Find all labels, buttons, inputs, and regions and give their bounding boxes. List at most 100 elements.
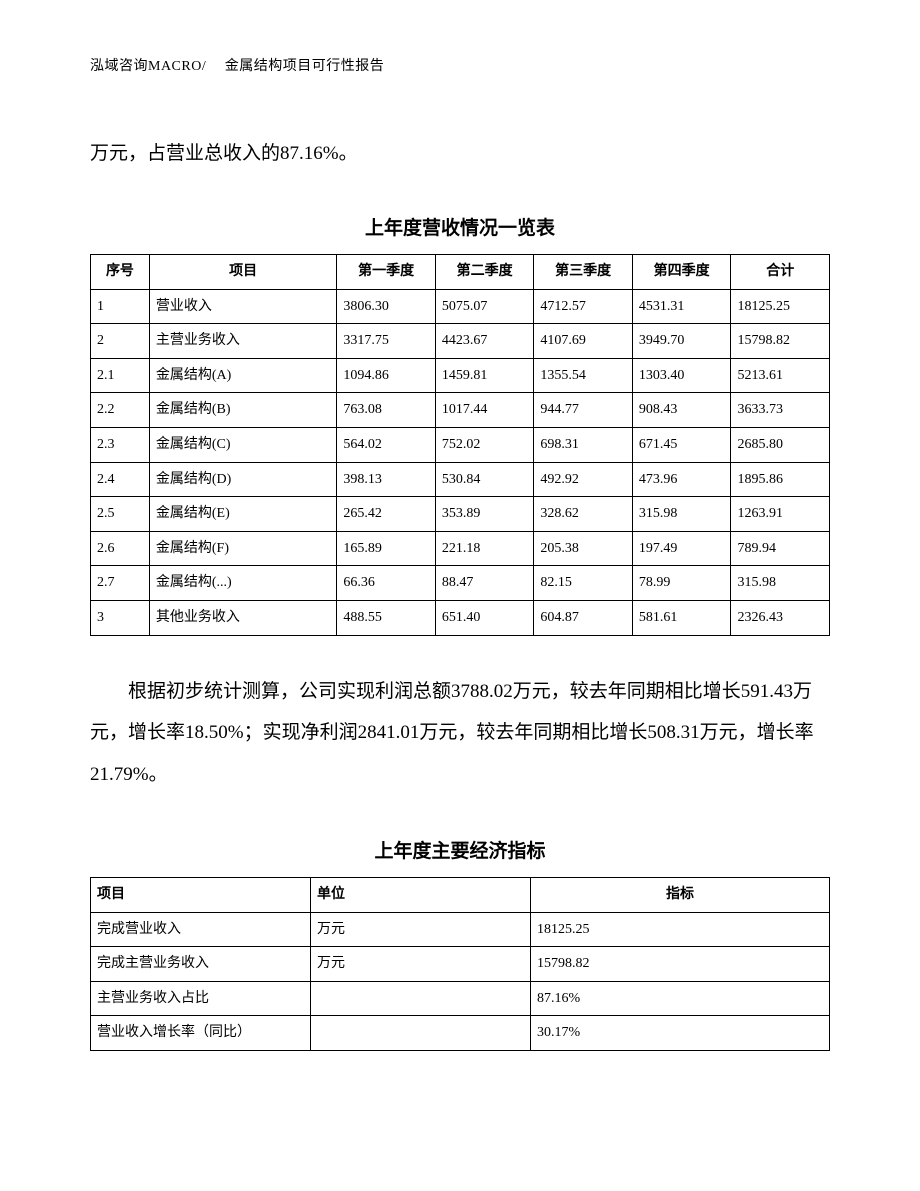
cell: 2.3 <box>91 427 150 462</box>
cell: 671.45 <box>632 427 731 462</box>
cell: 651.40 <box>435 600 534 635</box>
cell: 353.89 <box>435 497 534 532</box>
cell: 完成主营业务收入 <box>91 947 311 982</box>
cell: 1017.44 <box>435 393 534 428</box>
table-row: 2.3金属结构(C)564.02752.02698.31671.452685.8… <box>91 427 830 462</box>
cell: 15798.82 <box>531 947 830 982</box>
revenue-table: 序号 项目 第一季度 第二季度 第三季度 第四季度 合计 1营业收入3806.3… <box>90 254 830 636</box>
cell: 营业收入 <box>149 289 336 324</box>
table-row: 主营业务收入占比 87.16% <box>91 981 830 1016</box>
table-row: 2.7金属结构(...)66.3688.4782.1578.99315.98 <box>91 566 830 601</box>
cell: 2.6 <box>91 531 150 566</box>
cell: 473.96 <box>632 462 731 497</box>
table-header: 序号 <box>91 255 150 290</box>
cell: 908.43 <box>632 393 731 428</box>
table-header: 第三季度 <box>534 255 633 290</box>
cell: 4423.67 <box>435 324 534 359</box>
cell: 金属结构(B) <box>149 393 336 428</box>
cell: 1895.86 <box>731 462 830 497</box>
cell: 4712.57 <box>534 289 633 324</box>
cell: 66.36 <box>337 566 436 601</box>
cell: 564.02 <box>337 427 436 462</box>
cell: 金属结构(...) <box>149 566 336 601</box>
cell: 金属结构(A) <box>149 358 336 393</box>
cell: 2.4 <box>91 462 150 497</box>
cell: 604.87 <box>534 600 633 635</box>
cell: 完成营业收入 <box>91 912 311 947</box>
table2-body: 完成营业收入万元18125.25 完成主营业务收入万元15798.82 主营业务… <box>91 912 830 1050</box>
cell: 3633.73 <box>731 393 830 428</box>
cell: 221.18 <box>435 531 534 566</box>
intro-text: 万元，占营业总收入的87.16%。 <box>90 135 830 173</box>
table-row: 2.2金属结构(B)763.081017.44944.77908.433633.… <box>91 393 830 428</box>
table-row: 2.1金属结构(A)1094.861459.811355.541303.4052… <box>91 358 830 393</box>
cell: 2.2 <box>91 393 150 428</box>
cell: 2685.80 <box>731 427 830 462</box>
table-row: 2主营业务收入3317.754423.674107.693949.7015798… <box>91 324 830 359</box>
table-header: 项目 <box>149 255 336 290</box>
cell: 15798.82 <box>731 324 830 359</box>
cell: 金属结构(D) <box>149 462 336 497</box>
table-row: 2.5金属结构(E)265.42353.89328.62315.981263.9… <box>91 497 830 532</box>
cell: 88.47 <box>435 566 534 601</box>
cell: 金属结构(C) <box>149 427 336 462</box>
table2-title: 上年度主要经济指标 <box>90 836 830 863</box>
table-header: 指标 <box>531 877 830 912</box>
cell: 2.1 <box>91 358 150 393</box>
cell: 87.16% <box>531 981 830 1016</box>
cell: 315.98 <box>632 497 731 532</box>
cell: 944.77 <box>534 393 633 428</box>
table-header: 第二季度 <box>435 255 534 290</box>
cell: 30.17% <box>531 1016 830 1051</box>
table1-title: 上年度营收情况一览表 <box>90 213 830 240</box>
cell: 197.49 <box>632 531 731 566</box>
cell: 2 <box>91 324 150 359</box>
cell: 315.98 <box>731 566 830 601</box>
cell: 328.62 <box>534 497 633 532</box>
cell: 530.84 <box>435 462 534 497</box>
cell: 763.08 <box>337 393 436 428</box>
cell: 2.5 <box>91 497 150 532</box>
table-header-row: 项目 单位 指标 <box>91 877 830 912</box>
cell: 1263.91 <box>731 497 830 532</box>
table-header: 第一季度 <box>337 255 436 290</box>
indicators-table: 项目 单位 指标 完成营业收入万元18125.25 完成主营业务收入万元1579… <box>90 877 830 1051</box>
cell: 82.15 <box>534 566 633 601</box>
cell: 1355.54 <box>534 358 633 393</box>
cell: 主营业务收入 <box>149 324 336 359</box>
table-row: 2.4金属结构(D)398.13530.84492.92473.961895.8… <box>91 462 830 497</box>
cell: 5213.61 <box>731 358 830 393</box>
cell: 1 <box>91 289 150 324</box>
table-row: 2.6金属结构(F)165.89221.18205.38197.49789.94 <box>91 531 830 566</box>
table-header: 合计 <box>731 255 830 290</box>
cell: 1459.81 <box>435 358 534 393</box>
cell: 698.31 <box>534 427 633 462</box>
cell: 581.61 <box>632 600 731 635</box>
table-header: 单位 <box>311 877 531 912</box>
cell: 18125.25 <box>531 912 830 947</box>
cell: 营业收入增长率（同比） <box>91 1016 311 1051</box>
cell: 4107.69 <box>534 324 633 359</box>
cell: 18125.25 <box>731 289 830 324</box>
table-row: 1营业收入3806.305075.074712.574531.3118125.2… <box>91 289 830 324</box>
cell: 主营业务收入占比 <box>91 981 311 1016</box>
cell: 78.99 <box>632 566 731 601</box>
cell: 5075.07 <box>435 289 534 324</box>
cell: 1094.86 <box>337 358 436 393</box>
table-header: 第四季度 <box>632 255 731 290</box>
cell: 2326.43 <box>731 600 830 635</box>
table1-body: 1营业收入3806.305075.074712.574531.3118125.2… <box>91 289 830 635</box>
cell: 752.02 <box>435 427 534 462</box>
cell: 其他业务收入 <box>149 600 336 635</box>
cell: 万元 <box>311 947 531 982</box>
cell: 492.92 <box>534 462 633 497</box>
table-row: 完成主营业务收入万元15798.82 <box>91 947 830 982</box>
cell: 165.89 <box>337 531 436 566</box>
body-paragraph: 根据初步统计测算，公司实现利润总额3788.02万元，较去年同期相比增长591.… <box>90 671 830 796</box>
cell <box>311 1016 531 1051</box>
cell: 3317.75 <box>337 324 436 359</box>
document-header: 泓域咨询MACRO/ 金属结构项目可行性报告 <box>90 55 830 75</box>
cell: 金属结构(F) <box>149 531 336 566</box>
cell: 398.13 <box>337 462 436 497</box>
cell: 265.42 <box>337 497 436 532</box>
